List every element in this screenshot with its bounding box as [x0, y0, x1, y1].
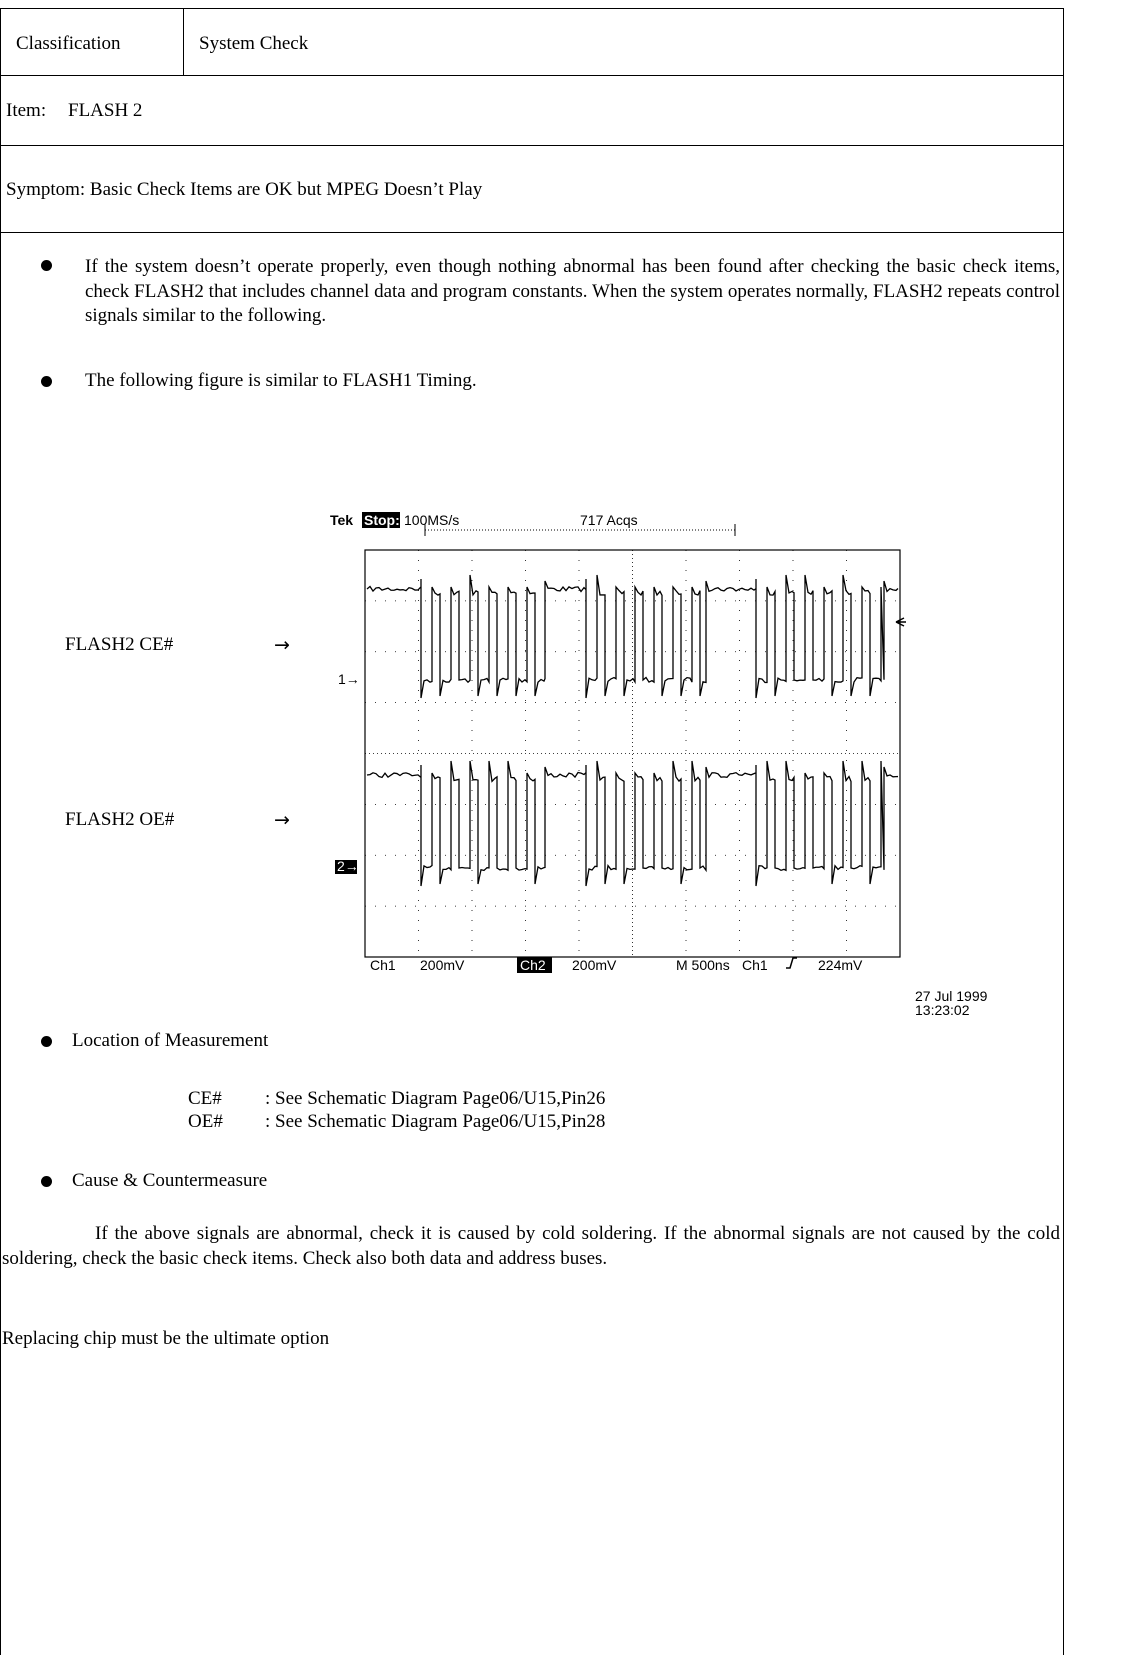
ch1-scale: 200mV — [420, 957, 465, 973]
ch1-label: Ch1 — [370, 957, 396, 973]
acquisitions: 717 Acqs — [580, 512, 638, 528]
trigger-level: 224mV — [818, 957, 863, 973]
grid — [365, 550, 900, 957]
trigger-slope — [786, 958, 797, 968]
signal-location: : See Schematic Diagram Page06/U15,Pin26 — [265, 1087, 605, 1111]
channel-marker: 1→ — [338, 671, 360, 687]
ch2-scale: 200mV — [572, 957, 617, 973]
bullet — [41, 1176, 52, 1187]
waveform — [367, 575, 898, 698]
section-heading: Location of Measurement — [72, 1029, 268, 1053]
signal-location: : See Schematic Diagram Page06/U15,Pin28 — [265, 1110, 605, 1134]
scope-status: Stop: — [364, 512, 400, 528]
ch2-label: Ch2 — [520, 957, 546, 973]
oscilloscope-figure: Tek Stop: 100MS/s 717 Acqs 1→ 2→ Ch1 200… — [0, 0, 1122, 1020]
scope-brand: Tek — [330, 512, 353, 528]
signal-name: CE# — [188, 1087, 222, 1111]
paragraph: If the above signals are abnormal, check… — [2, 1222, 1060, 1271]
timebase: M 500ns — [676, 957, 730, 973]
section-heading: Cause & Countermeasure — [72, 1169, 267, 1193]
paragraph: Replacing chip must be the ultimate opti… — [2, 1327, 329, 1351]
time: 13:23:02 — [915, 1002, 970, 1018]
waveform — [367, 761, 898, 886]
sample-rate: 100MS/s — [404, 512, 459, 528]
bullet — [41, 1036, 52, 1047]
trigger-source: Ch1 — [742, 957, 768, 973]
channel-marker: 2→ — [337, 858, 359, 874]
trigger-level-marker — [896, 618, 906, 626]
document-page: Classification System Check Item: FLASH … — [0, 0, 1122, 1655]
signal-name: OE# — [188, 1110, 223, 1134]
